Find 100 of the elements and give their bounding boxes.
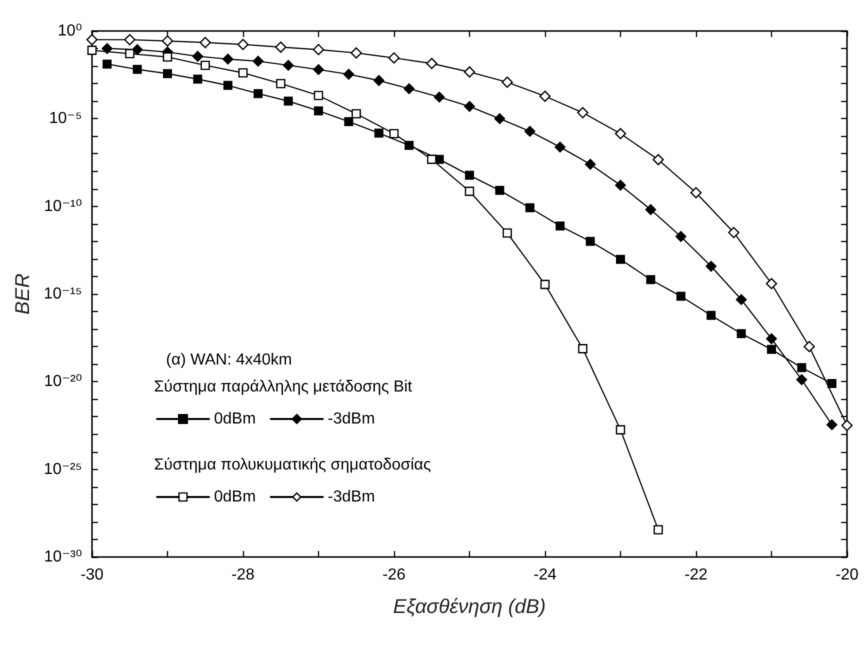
point	[343, 68, 354, 80]
point	[192, 50, 204, 62]
point	[125, 49, 134, 58]
point	[654, 525, 663, 534]
point	[223, 80, 232, 90]
point	[427, 154, 436, 164]
point	[584, 158, 596, 170]
point	[222, 54, 234, 65]
point	[586, 236, 595, 246]
point	[312, 44, 324, 56]
point	[132, 64, 142, 74]
y-tick-label: 10⁻²⁰	[44, 373, 82, 390]
point	[616, 425, 626, 434]
point	[404, 140, 414, 150]
point	[464, 66, 476, 78]
x-tick-label: -26	[382, 566, 406, 584]
x-tick-label: -22	[684, 566, 708, 584]
point	[86, 34, 98, 46]
point	[162, 35, 174, 47]
point	[102, 43, 113, 54]
point	[826, 419, 838, 430]
point	[124, 34, 136, 46]
point	[162, 52, 172, 62]
point	[200, 60, 210, 70]
annotation: Σύστημα πολυκυματικής σηματοδοσίας	[154, 456, 432, 474]
point	[200, 36, 211, 48]
point	[434, 92, 445, 103]
point	[615, 180, 626, 191]
point	[314, 90, 324, 100]
y-tick-label: 10⁻⁵	[49, 110, 82, 128]
point	[313, 64, 324, 76]
point	[676, 292, 686, 301]
point	[495, 186, 504, 195]
point	[254, 89, 263, 98]
point	[102, 60, 112, 69]
legend-label: -3dBm	[328, 488, 375, 506]
point	[675, 231, 686, 242]
y-tick-label: 10⁻¹⁰	[44, 198, 82, 215]
point	[736, 329, 746, 338]
point	[646, 275, 656, 284]
point	[344, 117, 354, 126]
point	[690, 187, 702, 198]
point	[706, 260, 717, 272]
point	[282, 60, 294, 71]
y-tick-label: 10⁻²⁵	[44, 460, 82, 478]
x-tick-label: -28	[231, 566, 255, 584]
point	[766, 333, 777, 344]
y-tick-label: 10⁰	[58, 22, 82, 40]
point	[132, 44, 143, 56]
x-axis-title: Εξασθένηση (dB)	[393, 596, 546, 618]
point	[706, 310, 716, 320]
point	[797, 363, 806, 372]
point	[352, 109, 361, 118]
point	[502, 228, 512, 238]
point	[578, 344, 588, 354]
y-axis-title: BER	[12, 273, 34, 315]
point	[163, 69, 172, 78]
point	[796, 374, 808, 386]
point	[388, 52, 400, 64]
point	[556, 221, 565, 230]
point	[374, 128, 384, 138]
point	[373, 75, 384, 86]
point	[804, 340, 815, 352]
point	[728, 226, 740, 238]
x-tick-label: -30	[80, 566, 104, 584]
legend-label: 0dBm	[214, 410, 256, 428]
point	[464, 186, 474, 196]
point	[252, 56, 264, 67]
point	[465, 170, 474, 180]
point	[736, 294, 747, 306]
point	[614, 128, 626, 140]
point	[350, 47, 362, 59]
point	[652, 154, 664, 166]
y-tick-label: 10⁻³⁰	[44, 548, 82, 566]
point	[426, 58, 438, 70]
point	[766, 278, 778, 290]
point	[502, 76, 513, 88]
point	[540, 280, 550, 290]
point	[193, 74, 202, 84]
point	[284, 96, 293, 106]
point	[577, 107, 588, 118]
point	[524, 126, 536, 137]
point	[314, 106, 323, 116]
y-tick-label: 10⁻¹⁵	[44, 286, 82, 302]
legend-label: -3dBm	[328, 410, 375, 428]
point	[539, 90, 551, 102]
point	[275, 41, 286, 53]
point	[841, 420, 853, 432]
point	[238, 68, 248, 78]
point	[525, 203, 534, 212]
point	[827, 379, 836, 388]
point	[494, 113, 506, 124]
point	[616, 254, 625, 264]
point	[464, 100, 475, 112]
point	[389, 128, 399, 138]
x-tick-label: -20	[835, 566, 859, 584]
x-tick-label: -24	[533, 566, 557, 584]
legend-label: 0dBm	[214, 488, 256, 506]
point	[645, 204, 656, 216]
point	[237, 38, 249, 50]
